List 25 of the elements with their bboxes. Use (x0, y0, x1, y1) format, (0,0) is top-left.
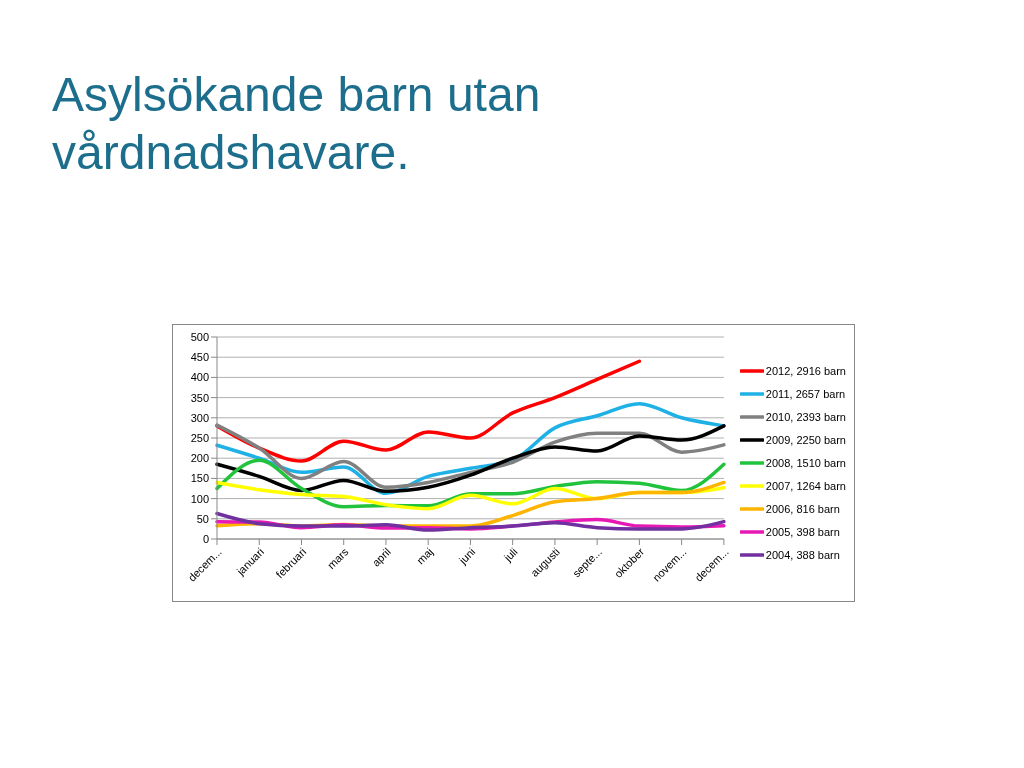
line-series (215, 511, 726, 532)
legend-label: 2006, 816 barn (765, 503, 840, 515)
y-tick-label: 300 (190, 411, 209, 424)
y-tick-label: 50 (196, 512, 209, 525)
legend-label: 2007, 1264 barn (765, 480, 846, 492)
legend-label: 2005, 398 barn (765, 526, 840, 538)
legend-label: 2004, 388 barn (765, 549, 840, 561)
y-tick-label: 150 (190, 472, 209, 485)
line-series (215, 458, 726, 509)
y-tick-label: 250 (190, 431, 209, 444)
y-tick-label: 100 (190, 492, 209, 505)
chart-title: Asylsökande barn utan vårdnadshavare. (52, 67, 542, 181)
legend-label: 2012, 2916 barn (765, 365, 846, 377)
y-tick-label: 500 (190, 330, 209, 343)
y-tick-label: 350 (190, 391, 209, 404)
y-tick-label: 200 (190, 452, 209, 465)
y-tick-label: 0 (202, 532, 209, 545)
legend-label: 2009, 2250 barn (765, 434, 846, 446)
y-tick-label: 400 (190, 371, 209, 384)
legend-label: 2008, 1510 barn (765, 457, 846, 469)
legend-label: 2010, 2393 barn (765, 411, 846, 423)
x-tick-label: maj (414, 545, 436, 567)
legend-label: 2011, 2657 barn (765, 388, 846, 400)
x-tick-label: juli (500, 545, 520, 565)
y-tick-label: 450 (190, 351, 209, 364)
